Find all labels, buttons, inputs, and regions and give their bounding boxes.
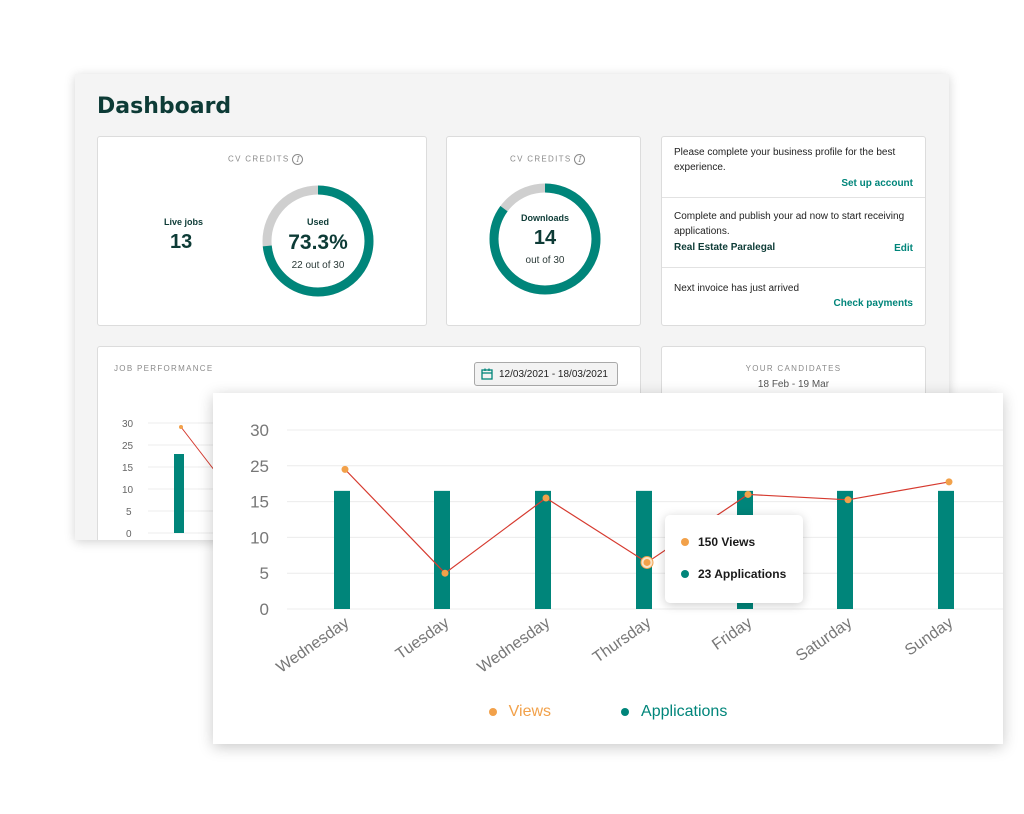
x-tick-label: Saturday [793,614,855,665]
mini-tick-label: 0 [126,529,132,540]
page-title: Dashboard [97,94,232,119]
downloads-value: 14 [533,227,557,249]
mini-line [180,426,219,476]
downloads-ring-graphic [489,183,601,295]
legend-item-views[interactable]: Views [488,703,552,721]
views-point [441,569,449,577]
tooltip-applications: 23 Applications [698,567,787,581]
views-dot-icon [488,708,497,716]
x-tick-label: Wednesday [274,614,353,676]
check-payments-link[interactable]: Check payments [833,298,913,309]
y-tick-label: 30 [250,421,269,440]
applications-bar [636,490,652,609]
x-tick-label: Friday [709,614,755,653]
views-point [542,494,550,502]
views-dot-icon [681,538,689,546]
used-label: Used [306,217,329,227]
downloads-card: CV CREDITS i Downloads 14 out of 30 [446,136,641,326]
divider [662,267,925,268]
views-point [744,490,752,498]
legend-item-applications[interactable]: Applications [621,703,727,721]
x-tick-label: Thursday [590,614,654,666]
views-point [643,558,651,566]
tooltip-views: 150 Views [698,535,756,549]
applications-bar [837,490,853,609]
y-tick-label: 25 [250,457,269,476]
x-tick-label: Sunday [902,614,956,659]
candidates-range: 18 Feb - 19 Mar [757,379,830,390]
mini-tick-label: 25 [122,441,134,452]
downloads-caption: CV CREDITS i [510,154,586,165]
used-credits-ring: Used 73.3% 22 out of 30 [260,183,376,299]
applications-bar [535,490,551,609]
mini-point [179,425,183,429]
y-tick-label: 15 [250,493,269,512]
candidates-caption: YOUR CANDIDATES [745,364,842,373]
downloads-sub: out of 30 [525,255,565,266]
set-up-account-link[interactable]: Set up account [841,178,913,189]
chart-legend: Views Applications [213,703,1003,721]
used-ring-graphic [262,185,374,297]
mini-tick-label: 15 [122,463,134,474]
views-point [844,496,852,504]
notification-text: Complete and publish your ad now to star… [674,211,905,237]
cv-credits-caption: CV CREDITS i [228,154,304,165]
chart-tooltip: 150 Views 23 Applications [665,515,803,603]
calendar-icon [481,368,493,380]
cv-credits-card: CV CREDITS i Live jobs 13 Used 73.3% 22 o… [97,136,427,326]
legend-applications-label: Applications [641,703,728,720]
tooltip-views-row: 150 Views [681,535,755,549]
legend-views-label: Views [508,703,552,720]
notification-text: Next invoice has just arrived [674,283,800,294]
mini-tick-label: 10 [122,485,134,496]
mini-tick-label: 5 [126,507,132,518]
mini-tick-label: 30 [122,419,134,430]
downloads-label: Downloads [520,213,569,223]
date-range-button[interactable]: 12/03/2021 - 18/03/2021 [474,362,618,386]
performance-chart-panel: 0 5 10 15 25 30 Wednesday Tuesday Wednesday Thurs… [213,393,1003,744]
info-icon[interactable]: i [574,154,586,165]
x-tick-label: Tuesday [393,614,453,663]
y-tick-label: 5 [260,564,269,583]
performance-chart: 0 5 10 15 25 30 Wednesday Tuesday Wednesday Thurs… [250,421,1003,677]
job-title: Real Estate Paralegal [674,242,776,253]
downloads-ring: Downloads 14 out of 30 [487,181,603,297]
applications-bar [434,490,450,609]
views-point [341,465,349,473]
y-tick-label: 10 [250,528,269,547]
applications-dot-icon [681,570,689,578]
live-jobs-label: Live jobs [164,217,204,227]
date-range-text: 12/03/2021 - 18/03/2021 [499,368,608,380]
x-tick-label: Wednesday [475,614,554,676]
info-icon[interactable]: i [292,154,304,165]
notification-text: Please complete your business profile fo… [674,147,896,173]
applications-bar [938,490,954,609]
edit-link[interactable]: Edit [894,243,913,254]
mini-bar [174,454,184,533]
notifications-card: Please complete your business profile fo… [661,136,926,326]
views-point [945,478,953,486]
job-performance-caption: JOB PERFORMANCE [114,364,214,373]
used-sub: 22 out of 30 [291,260,345,271]
used-percent: 73.3% [288,231,348,254]
live-jobs-value: 13 [170,231,193,253]
applications-bar [334,490,350,609]
divider [662,197,925,198]
tooltip-applications-row: 23 Applications [681,567,786,581]
applications-dot-icon [621,708,630,716]
y-tick-label: 0 [260,600,269,619]
